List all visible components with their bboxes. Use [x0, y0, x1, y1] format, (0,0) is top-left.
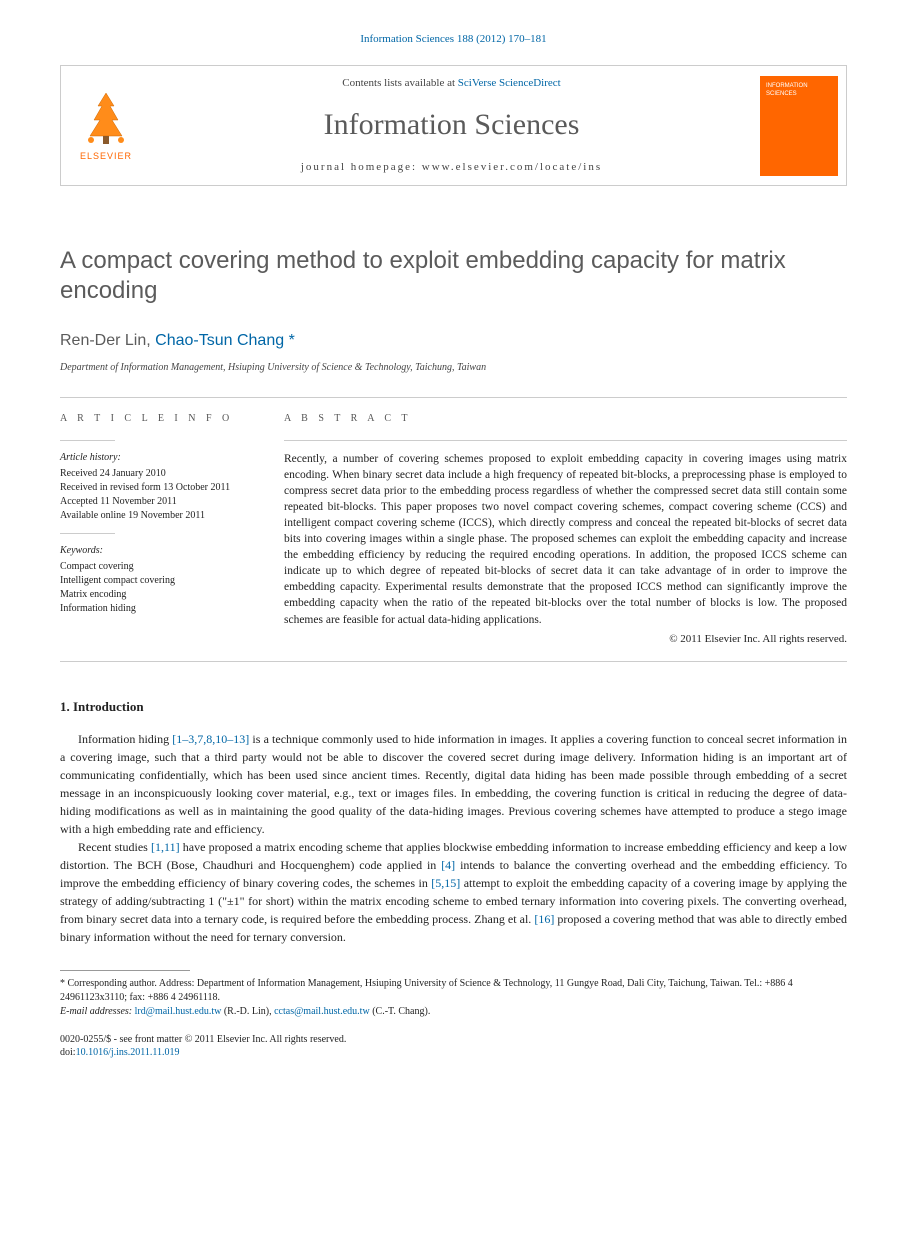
sciencedirect-link[interactable]: SciVerse ScienceDirect: [458, 77, 561, 89]
corresponding-author-footnote: * Corresponding author. Address: Departm…: [60, 977, 847, 1005]
email-link[interactable]: lrd@mail.hust.edu.tw: [135, 1006, 222, 1017]
homepage-line: journal homepage: www.elsevier.com/locat…: [161, 160, 742, 175]
abstract-column: A B S T R A C T Recently, a number of co…: [270, 398, 847, 661]
text: Information hiding: [78, 732, 172, 746]
keywords-heading: Keywords:: [60, 544, 256, 558]
article-body: A compact covering method to exploit emb…: [60, 246, 847, 946]
history-heading: Article history:: [60, 451, 256, 465]
divider: [60, 533, 115, 534]
contents-available-line: Contents lists available at SciVerse Sci…: [161, 76, 742, 91]
intro-paragraph-1: Information hiding [1–3,7,8,10–13] is a …: [60, 730, 847, 838]
author-1: Ren-Der Lin,: [60, 332, 155, 349]
doi-link[interactable]: 10.1016/j.ins.2011.11.019: [76, 1047, 180, 1058]
keyword: Matrix encoding: [60, 588, 256, 602]
divider: [284, 440, 847, 441]
citation-link[interactable]: [1,11]: [151, 840, 180, 854]
keyword: Intelligent compact covering: [60, 574, 256, 588]
article-info-label: A R T I C L E I N F O: [60, 412, 256, 426]
publisher-logo-cell: ELSEVIER: [61, 80, 151, 171]
revised-date: Received in revised form 13 October 2011: [60, 481, 256, 495]
contents-text: Contents lists available at: [342, 77, 457, 89]
publisher-name: ELSEVIER: [69, 150, 143, 163]
email-link[interactable]: cctas@mail.hust.edu.tw: [274, 1006, 370, 1017]
cover-title: INFORMATION SCIENCES: [766, 82, 832, 99]
intro-paragraph-2: Recent studies [1,11] have proposed a ma…: [60, 838, 847, 946]
footnotes: * Corresponding author. Address: Departm…: [60, 977, 847, 1019]
text: is a technique commonly used to hide inf…: [60, 732, 847, 836]
email-footnote: E-mail addresses: lrd@mail.hust.edu.tw (…: [60, 1005, 847, 1019]
doi-line: doi:10.1016/j.ins.2011.11.019: [60, 1046, 847, 1059]
journal-cover-thumbnail: INFORMATION SCIENCES: [760, 76, 838, 176]
journal-reference: Information Sciences 188 (2012) 170–181: [0, 0, 907, 65]
accepted-date: Accepted 11 November 2011: [60, 495, 256, 509]
abstract-label: A B S T R A C T: [284, 412, 847, 426]
journal-header-box: ELSEVIER Contents lists available at Sci…: [60, 65, 847, 186]
abstract-text: Recently, a number of covering schemes p…: [284, 451, 847, 628]
corresponding-author-link[interactable]: Chao-Tsun Chang: [155, 332, 284, 349]
corresponding-star-icon: *: [289, 332, 295, 349]
divider: [60, 440, 115, 441]
text: (R.-D. Lin),: [221, 1006, 274, 1017]
homepage-url[interactable]: www.elsevier.com/locate/ins: [422, 161, 602, 173]
citation-link[interactable]: [16]: [534, 912, 554, 926]
received-date: Received 24 January 2010: [60, 467, 256, 481]
article-title: A compact covering method to exploit emb…: [60, 246, 847, 306]
footnote-separator: [60, 970, 190, 971]
journal-title: Information Sciences: [161, 104, 742, 146]
section-heading-intro: 1. Introduction: [60, 698, 847, 716]
info-abstract-row: A R T I C L E I N F O Article history: R…: [60, 397, 847, 662]
header-center: Contents lists available at SciVerse Sci…: [151, 66, 752, 185]
keyword: Compact covering: [60, 560, 256, 574]
issn-line: 0020-0255/$ - see front matter © 2011 El…: [60, 1033, 847, 1046]
citation-link[interactable]: [1–3,7,8,10–13]: [172, 732, 249, 746]
elsevier-tree-icon: [76, 88, 136, 148]
article-info-column: A R T I C L E I N F O Article history: R…: [60, 398, 270, 661]
email-label: E-mail addresses:: [60, 1006, 135, 1017]
keyword: Information hiding: [60, 602, 256, 616]
doi-label: doi:: [60, 1047, 76, 1058]
author-list: Ren-Der Lin, Chao-Tsun Chang *: [60, 330, 847, 352]
homepage-label: journal homepage:: [301, 161, 422, 173]
text: Recent studies: [78, 840, 151, 854]
citation-link[interactable]: [4]: [441, 858, 455, 872]
online-date: Available online 19 November 2011: [60, 509, 256, 523]
text: (C.-T. Chang).: [370, 1006, 431, 1017]
affiliation: Department of Information Management, Hs…: [60, 361, 847, 375]
citation-link[interactable]: [5,15]: [431, 876, 460, 890]
copyright-line: © 2011 Elsevier Inc. All rights reserved…: [284, 632, 847, 647]
footer-identifiers: 0020-0255/$ - see front matter © 2011 El…: [60, 1033, 847, 1059]
